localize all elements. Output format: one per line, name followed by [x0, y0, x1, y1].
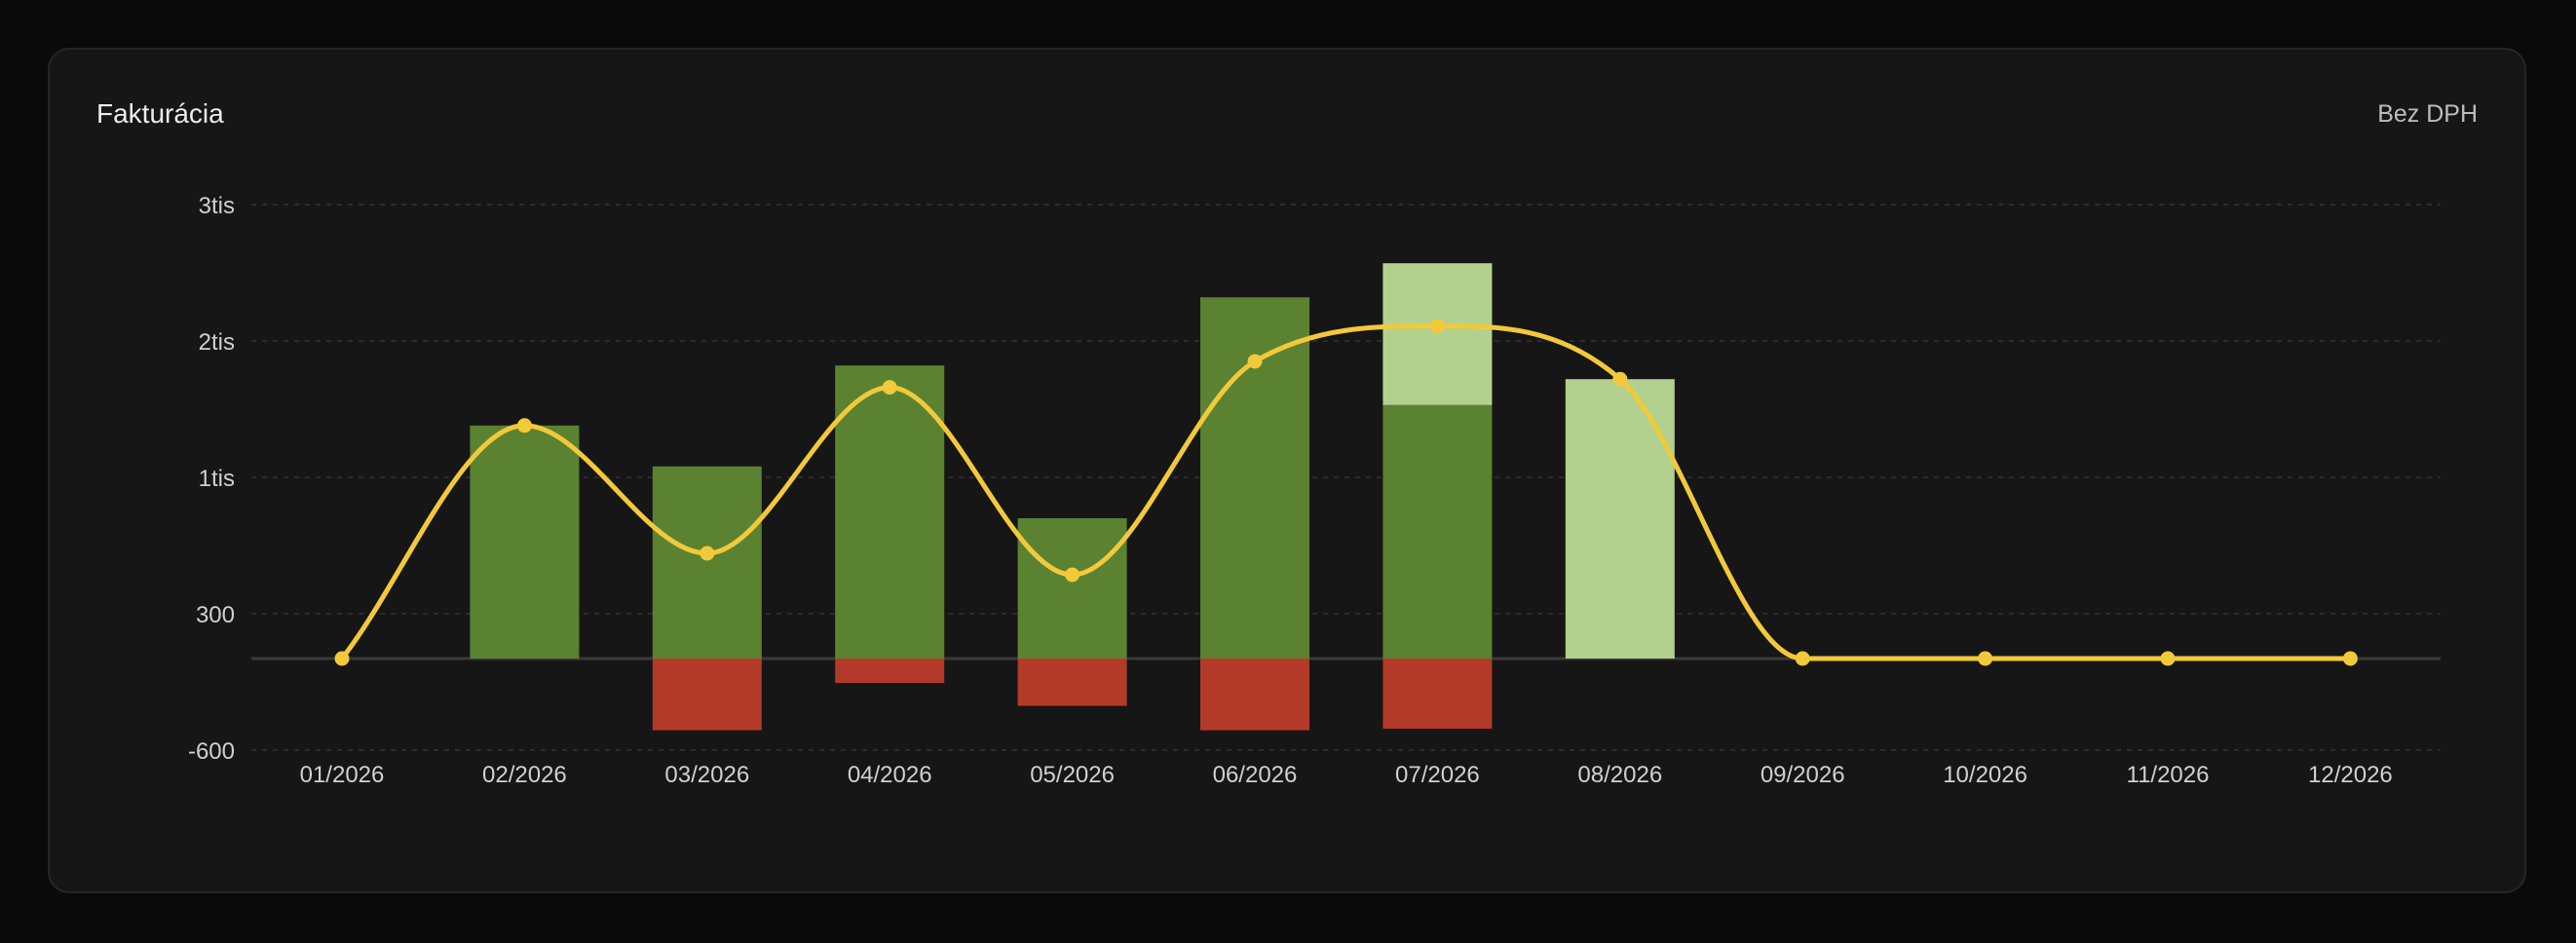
- balance-point: [1612, 371, 1628, 387]
- balance-point: [1978, 651, 1993, 666]
- bar-expense: [1383, 659, 1493, 730]
- bars: [470, 263, 1675, 731]
- x-tick-label: 11/2026: [2127, 762, 2210, 788]
- balance-point: [1429, 319, 1445, 334]
- y-axis-ticks: -600 300 1tis 2tis 3tis: [188, 193, 235, 765]
- x-tick-label: 02/2026: [482, 762, 567, 788]
- balance-point: [2160, 651, 2176, 666]
- bar-expense: [652, 659, 762, 731]
- x-tick-label: 09/2026: [1761, 762, 1845, 788]
- bar-income-planned: [1383, 263, 1493, 405]
- y-tick-label: 1tis: [199, 466, 235, 492]
- balance-line-layer: [334, 319, 2358, 666]
- balance-point: [516, 418, 532, 434]
- y-tick-label: -600: [188, 738, 235, 765]
- bar-expense: [835, 659, 945, 684]
- bar-income: [470, 425, 580, 659]
- bar-expense: [1017, 659, 1127, 706]
- balance-point: [1065, 567, 1080, 583]
- balance-point: [2342, 651, 2358, 666]
- bar-income: [835, 365, 945, 659]
- balance-line: [339, 323, 2353, 661]
- bar-income: [1383, 404, 1493, 659]
- balance-point: [1247, 354, 1263, 369]
- x-axis-ticks: 01/2026 02/2026 03/2026 04/2026 05/2026 06/20…: [300, 762, 2393, 788]
- bar-income-planned: [1565, 379, 1675, 659]
- bar-income: [1017, 518, 1127, 659]
- x-tick-label: 08/2026: [1577, 762, 1662, 788]
- balance-point: [1795, 651, 1810, 666]
- balance-point: [700, 546, 715, 561]
- grid: [251, 204, 2441, 751]
- x-tick-label: 12/2026: [2308, 762, 2393, 788]
- bar-income: [1200, 297, 1309, 659]
- y-tick-label: 300: [196, 602, 235, 628]
- balance-point: [334, 651, 350, 666]
- x-tick-label: 01/2026: [300, 762, 385, 788]
- x-tick-label: 03/2026: [664, 762, 749, 788]
- x-tick-label: 04/2026: [848, 762, 932, 788]
- x-tick-label: 05/2026: [1030, 762, 1115, 788]
- y-tick-label: 2tis: [199, 329, 235, 356]
- x-tick-label: 10/2026: [1943, 762, 2027, 788]
- y-tick-label: 3tis: [199, 193, 235, 219]
- card-title: Fakturácia: [96, 98, 224, 129]
- bar-income: [652, 466, 762, 659]
- bar-expense: [1200, 659, 1309, 731]
- x-tick-label: 07/2026: [1395, 762, 1480, 788]
- vat-note: Bez DPH: [2377, 100, 2478, 128]
- balance-point: [882, 380, 897, 396]
- x-tick-label: 06/2026: [1213, 762, 1298, 788]
